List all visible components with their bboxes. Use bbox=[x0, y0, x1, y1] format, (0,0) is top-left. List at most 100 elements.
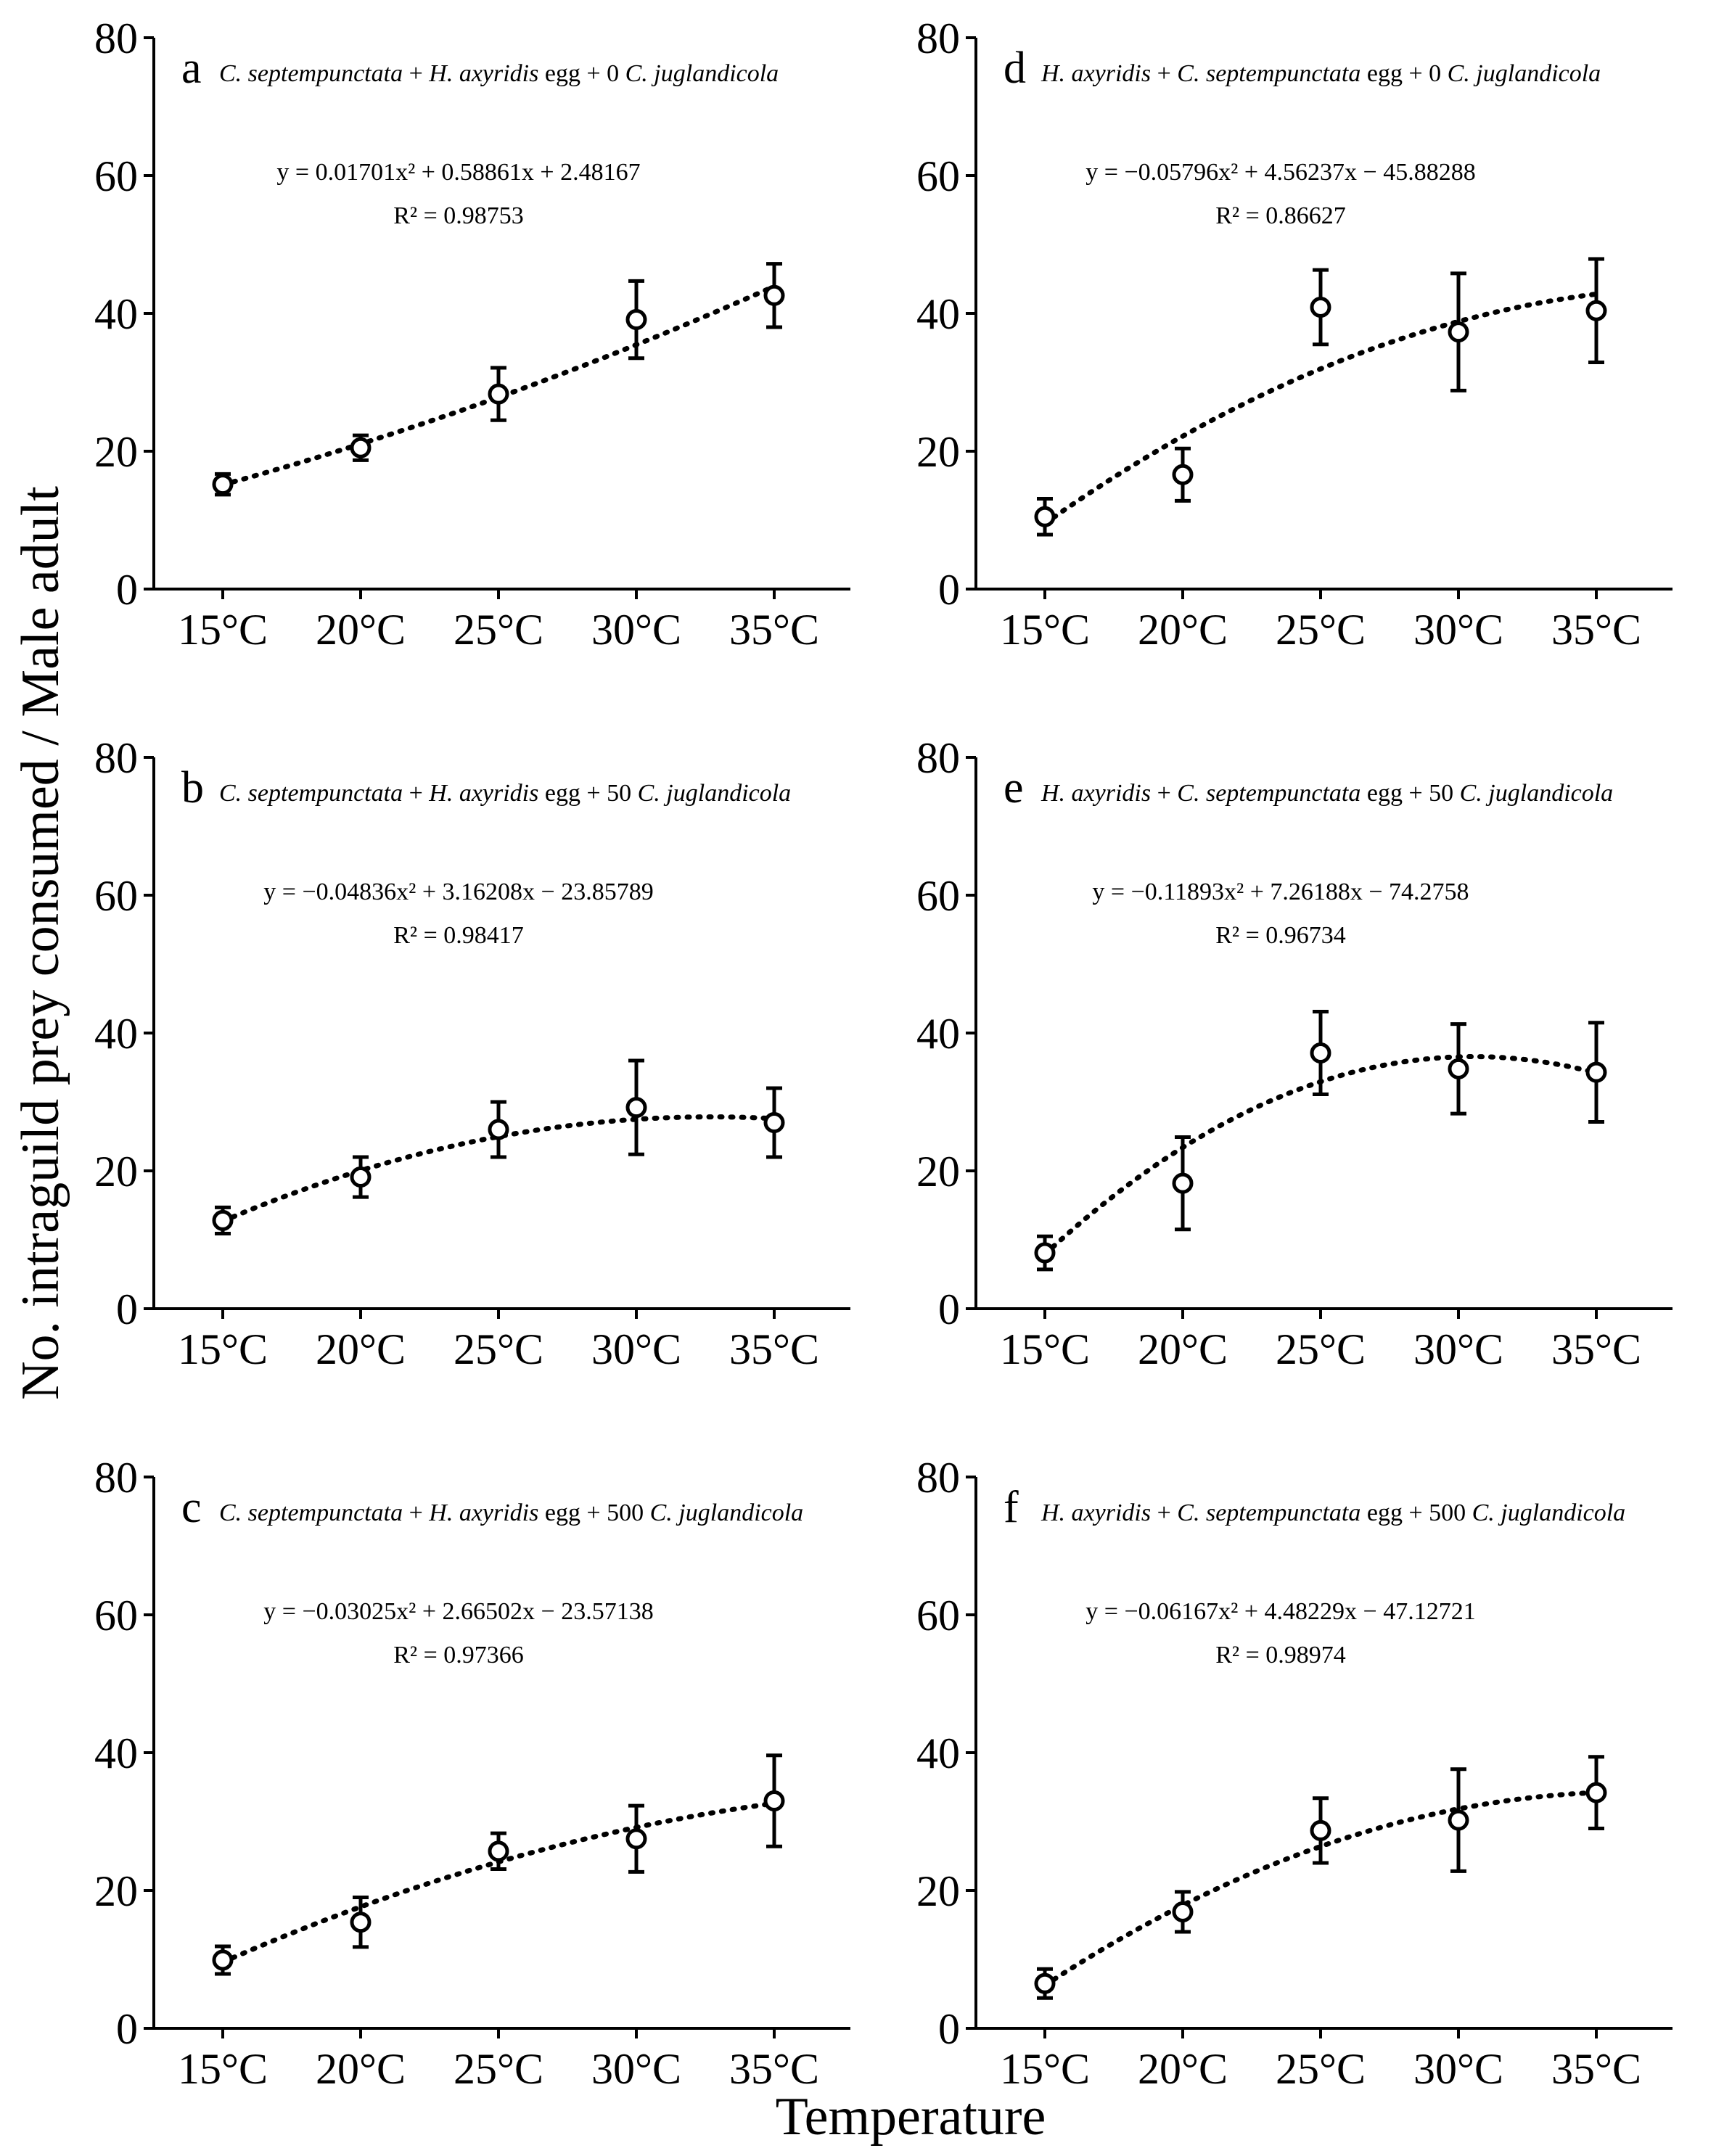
panels: 0 20 40 60 80 15°C 20°C 25°C 30°C 35°C a C. septemp… bbox=[94, 15, 1673, 2093]
y-tick-label: 0 bbox=[116, 2005, 138, 2053]
fit-r-squared: R² = 0.96734 bbox=[1215, 922, 1346, 949]
fit-equation: y = 0.01701x² + 0.58861x + 2.48167 bbox=[276, 159, 640, 186]
x-tick-label: 30°C bbox=[1413, 1325, 1503, 1373]
title-part: + bbox=[403, 780, 429, 807]
fit-equation: y = −0.05796x² + 4.56237x − 45.88288 bbox=[1085, 159, 1475, 186]
x-tick-label: 35°C bbox=[729, 1325, 819, 1373]
data-point bbox=[350, 437, 372, 458]
title-part: C. juglandicola bbox=[1472, 1499, 1626, 1526]
data-point bbox=[1310, 1819, 1331, 1841]
y-tick-label: 80 bbox=[94, 15, 138, 62]
y-tick-label: 40 bbox=[94, 1729, 138, 1777]
x-tick-label: 25°C bbox=[453, 2045, 543, 2093]
y-tick-label: 80 bbox=[94, 734, 138, 782]
x-tick-label: 15°C bbox=[1000, 606, 1090, 654]
fit-curve bbox=[220, 284, 777, 487]
x-tick-label: 30°C bbox=[1413, 2045, 1503, 2093]
title-part: + bbox=[1151, 780, 1177, 807]
title-part: H. axyridis bbox=[428, 1499, 538, 1526]
data-point bbox=[1585, 1061, 1607, 1083]
y-tick-label: 60 bbox=[916, 872, 960, 920]
y-tick-label: 20 bbox=[916, 1148, 960, 1196]
data-point bbox=[1585, 1782, 1607, 1803]
x-tick-label: 25°C bbox=[1276, 1325, 1366, 1373]
fit-equation: y = −0.04836x² + 3.16208x − 23.85789 bbox=[263, 879, 653, 905]
panel-title: C. septempunctata + H. axyridis egg + 50… bbox=[219, 780, 791, 807]
x-tick-label: 35°C bbox=[729, 2045, 819, 2093]
x-tick-label: 15°C bbox=[178, 2045, 268, 2093]
y-tick-label: 60 bbox=[94, 872, 138, 920]
data-point bbox=[212, 1209, 234, 1231]
fit-r-squared: R² = 0.98974 bbox=[1215, 1642, 1346, 1669]
title-part: egg + 500 bbox=[1360, 1499, 1472, 1526]
title-part: C. septempunctata bbox=[1177, 60, 1360, 87]
y-tick-label: 20 bbox=[94, 428, 138, 476]
x-tick-label: 20°C bbox=[316, 1325, 406, 1373]
title-part: C. septempunctata bbox=[219, 60, 403, 87]
x-tick-label: 20°C bbox=[1138, 2045, 1228, 2093]
y-tick-label: 80 bbox=[94, 1454, 138, 1502]
title-part: + bbox=[403, 1499, 429, 1526]
title-part: egg + 0 bbox=[538, 60, 625, 87]
title-part: C. septempunctata bbox=[219, 1499, 403, 1526]
title-part: egg + 50 bbox=[538, 780, 637, 807]
data-point bbox=[1585, 300, 1607, 321]
title-part: H. axyridis bbox=[1041, 780, 1151, 807]
x-tick-label: 20°C bbox=[316, 2045, 406, 2093]
title-part: egg + 50 bbox=[1360, 780, 1459, 807]
data-point bbox=[1448, 321, 1469, 343]
data-point bbox=[763, 1112, 785, 1133]
y-tick-label: 40 bbox=[94, 1010, 138, 1058]
chart-panel-a: 0 20 40 60 80 15°C 20°C 25°C 30°C 35°C a C. septemp… bbox=[94, 15, 850, 654]
title-part: egg + 0 bbox=[1360, 60, 1447, 87]
fit-equation: y = −0.11893x² + 7.26188x − 74.2758 bbox=[1092, 879, 1469, 905]
y-tick-label: 0 bbox=[938, 566, 960, 614]
data-point bbox=[1310, 296, 1331, 318]
x-tick-label: 35°C bbox=[1551, 2045, 1641, 2093]
fit-curve bbox=[220, 1114, 777, 1224]
title-part: H. axyridis bbox=[1041, 1499, 1151, 1526]
chart-panel-f: 0 20 40 60 80 15°C 20°C 25°C 30°C 35°C f H. axyridi… bbox=[916, 1454, 1673, 2093]
y-tick-label: 20 bbox=[94, 1867, 138, 1915]
chart-panel-e: 0 20 40 60 80 15°C 20°C 25°C 30°C 35°C e H. axyridi… bbox=[916, 734, 1673, 1373]
title-part: H. axyridis bbox=[1041, 60, 1151, 87]
y-tick-label: 80 bbox=[916, 1454, 960, 1502]
fit-r-squared: R² = 0.98417 bbox=[393, 922, 524, 949]
x-tick-label: 35°C bbox=[1551, 1325, 1641, 1373]
x-tick-label: 30°C bbox=[591, 606, 681, 654]
title-part: + bbox=[1151, 60, 1177, 87]
x-tick-label: 20°C bbox=[316, 606, 406, 654]
x-tick-label: 15°C bbox=[178, 606, 268, 654]
x-tick-label: 25°C bbox=[453, 1325, 543, 1373]
panel-title: H. axyridis + C. septempunctata egg + 50… bbox=[1041, 1499, 1625, 1526]
y-tick-label: 40 bbox=[916, 290, 960, 338]
fit-equation: y = −0.03025x² + 2.66502x − 23.57138 bbox=[263, 1598, 653, 1625]
x-tick-label: 30°C bbox=[1413, 606, 1503, 654]
title-part: C. septempunctata bbox=[1177, 780, 1360, 807]
data-point bbox=[1034, 506, 1056, 527]
data-point bbox=[212, 474, 234, 495]
y-tick-label: 40 bbox=[94, 290, 138, 338]
panel-letter: a bbox=[181, 44, 202, 93]
data-point bbox=[625, 1828, 647, 1850]
panel-letter: d bbox=[1004, 44, 1026, 93]
data-point bbox=[488, 383, 509, 405]
y-tick-label: 40 bbox=[916, 1010, 960, 1058]
chart-panel-d: 0 20 40 60 80 15°C 20°C 25°C 30°C 35°C d H. axyridi… bbox=[916, 15, 1673, 654]
panel-letter: c bbox=[181, 1483, 202, 1532]
data-point bbox=[763, 284, 785, 306]
data-point bbox=[350, 1167, 372, 1188]
x-axis-title: Temperature bbox=[776, 2087, 1046, 2147]
title-part: C. juglandicola bbox=[650, 1499, 804, 1526]
fit-equation: y = −0.06167x² + 4.48229x − 47.12721 bbox=[1085, 1598, 1475, 1625]
title-part: + bbox=[403, 60, 429, 87]
title-part: egg + 500 bbox=[538, 1499, 649, 1526]
data-point bbox=[1448, 1058, 1469, 1079]
x-tick-label: 35°C bbox=[1551, 606, 1641, 654]
y-tick-label: 60 bbox=[94, 1592, 138, 1639]
title-part: C. juglandicola bbox=[1460, 780, 1614, 807]
y-tick-label: 20 bbox=[916, 428, 960, 476]
x-tick-label: 15°C bbox=[178, 1325, 268, 1373]
y-tick-label: 80 bbox=[916, 734, 960, 782]
